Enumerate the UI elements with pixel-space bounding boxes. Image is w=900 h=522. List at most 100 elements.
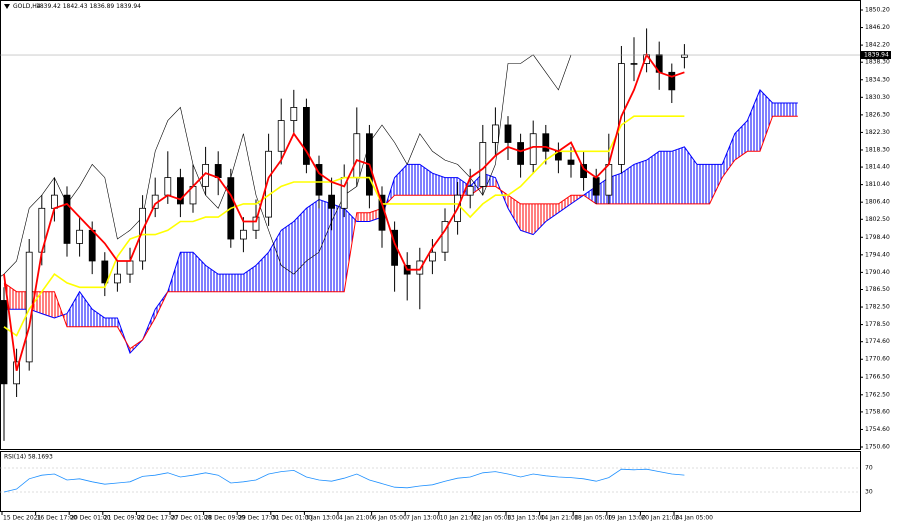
cloud-fill (747, 89, 760, 152)
rsi-line (3, 468, 685, 493)
cloud-fill (520, 203, 534, 235)
candle-body (51, 194, 58, 209)
y-tick-label: 1782.50 (865, 304, 890, 311)
last-price-label: 1839.94 (864, 52, 889, 59)
cloud-fill (205, 265, 219, 292)
cloud-fill (331, 203, 345, 292)
y-tick-label: 1846.20 (865, 24, 890, 31)
candle-body (491, 124, 499, 143)
candle-body (239, 229, 247, 240)
y-tick-label: 1850.20 (865, 7, 890, 14)
candle-body (529, 133, 537, 165)
cloud-fill (394, 164, 408, 196)
candle-body (441, 221, 449, 253)
y-tick-label: 1806.40 (865, 199, 890, 206)
candle-body (176, 177, 184, 205)
y-tick-label: 1750.60 (865, 444, 890, 451)
y-tick-label: 1770.60 (865, 356, 890, 363)
y-tick-label: 1774.60 (865, 338, 890, 345)
cloud-fill (508, 195, 521, 231)
cloud-fill (432, 173, 445, 196)
y-tick-label: 1802.50 (865, 216, 890, 223)
candle-body (315, 164, 323, 196)
candle-body (63, 194, 71, 244)
cloud-fill (92, 309, 105, 327)
candle-body (353, 133, 361, 179)
candle-body (466, 185, 474, 196)
rsi-pane (0, 451, 861, 512)
cloud-fill (218, 274, 231, 292)
cloud-fill (445, 177, 458, 196)
cloud-fill (281, 221, 294, 292)
x-tick-label: 14 Jan 21:00 (541, 515, 579, 522)
cloud-fill (319, 199, 332, 292)
x-tick-label: 4 Jan 21:00 (339, 515, 373, 522)
candle-body (504, 124, 512, 143)
candle-body (668, 71, 676, 91)
x-tick-label: 20 Jan 21:00 (641, 515, 679, 522)
cloud-fill (659, 151, 672, 204)
candle-body (302, 107, 310, 165)
candle-body (76, 229, 83, 244)
x-tick-label: 28 Dec 09:00 (205, 515, 246, 522)
x-tick-label: 6 Jan 05:00 (373, 515, 407, 522)
y-tick-label: 1814.40 (865, 164, 890, 171)
y-tick-label: 1794.40 (865, 251, 890, 258)
cloud-fill (419, 164, 433, 196)
rsi-label: RSI(14) 58.1693 (4, 454, 53, 461)
x-tick-label: 31 Dec 01:00 (272, 515, 313, 522)
candle-body (290, 107, 298, 121)
cloud-fill (293, 208, 307, 292)
cloud-fill (646, 151, 660, 204)
candle-body (114, 273, 121, 284)
y-tick-label: 1798.40 (865, 234, 890, 241)
x-tick-label: 13 Jan 13:00 (507, 515, 545, 522)
x-tick-label: 3 Jan 13:00 (305, 515, 339, 522)
y-tick-label: 1790.40 (865, 269, 890, 276)
cloud-fill (67, 291, 80, 327)
cloud-fill (41, 291, 55, 319)
tenkan (3, 52, 685, 371)
y-tick-label: 1834.30 (865, 76, 890, 83)
x-tick-label: 18 Jan 05:00 (574, 515, 612, 522)
rsi-tick-label: 70 (865, 465, 873, 472)
candle-body (0, 300, 8, 385)
candle-body (428, 251, 436, 262)
span-b (3, 115, 798, 350)
candle-body (252, 216, 260, 231)
x-tick-label: 27 Dec 01:00 (171, 515, 212, 522)
cloud-fill (722, 133, 735, 178)
cloud-fill (356, 212, 370, 222)
y-tick-label: 1826.30 (865, 111, 890, 118)
cloud-fill (785, 103, 798, 117)
x-tick-label: 22 Dec 17:00 (137, 515, 178, 522)
menu-icon[interactable] (4, 4, 10, 9)
candle-body (605, 164, 613, 196)
cloud-fill (545, 203, 559, 222)
y-tick-label: 1778.50 (865, 321, 890, 328)
candle-body (416, 260, 424, 275)
candle-body (126, 260, 134, 275)
x-tick-label: 7 Jan 13:00 (406, 515, 440, 522)
cloud-fill (558, 195, 571, 213)
candle-body (517, 142, 524, 165)
x-tick-label: 19 Jan 13:00 (608, 515, 646, 522)
y-tick-label: 1818.30 (865, 146, 890, 153)
y-tick-label: 1766.50 (865, 374, 890, 381)
y-tick-label: 1786.50 (865, 286, 890, 293)
candle-body (618, 63, 625, 165)
candle-body (592, 177, 600, 196)
candle-body (88, 229, 96, 262)
y-tick-label: 1838.30 (865, 59, 890, 66)
ohlc: 1839.42 1842.43 1836.89 1839.94 (36, 3, 141, 10)
x-tick-label: 29 Dec 17:00 (238, 515, 279, 522)
candle-body (681, 54, 688, 58)
x-tick-label: 21 Dec 09:00 (104, 515, 145, 522)
cloud-fill (760, 89, 773, 152)
cloud-fill (407, 164, 420, 196)
y-tick-label: 1758.60 (865, 408, 890, 415)
cloud-fill (243, 265, 256, 292)
candle-body (164, 177, 172, 196)
candle-body (214, 164, 222, 179)
